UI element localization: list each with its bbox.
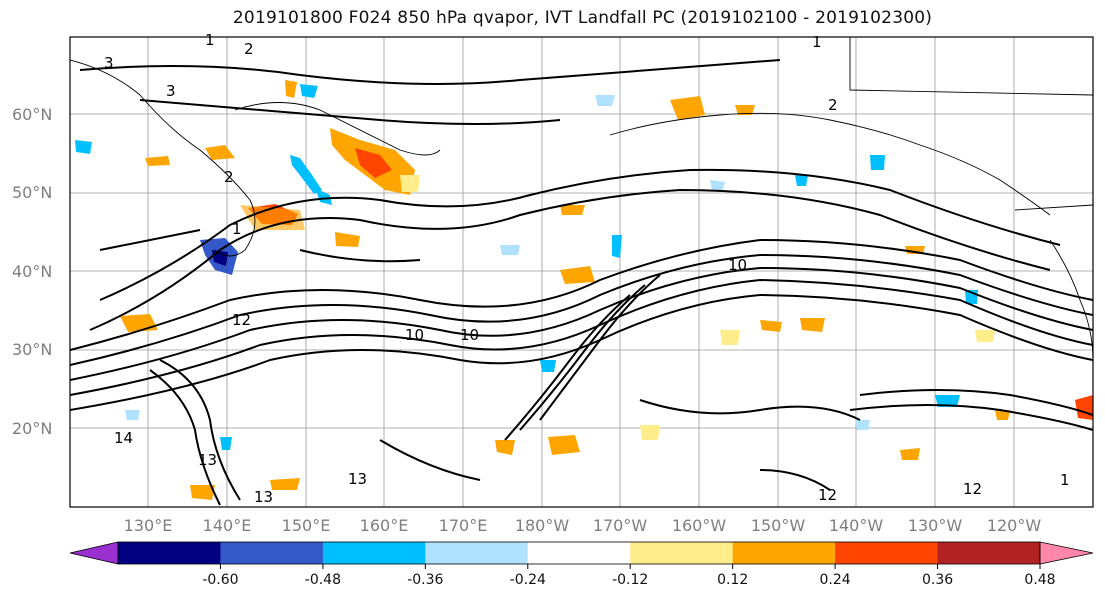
colorbar-extend-max bbox=[1039, 541, 1094, 565]
colorbar-tick-label: -0.60 bbox=[202, 572, 238, 588]
colorbar-segment bbox=[425, 542, 529, 564]
ivt-contours bbox=[70, 59, 1093, 506]
map-title: 2019101800 F024 850 hPa qvapor, IVT Land… bbox=[232, 8, 933, 28]
coastlines bbox=[70, 37, 1093, 361]
contour-label: 3 bbox=[166, 82, 176, 100]
colorbar-tick-label: 0.48 bbox=[1024, 572, 1055, 588]
lat-label: 40°N bbox=[12, 262, 52, 281]
colorbar-segment bbox=[322, 542, 426, 564]
contour-label: 12 bbox=[963, 480, 982, 498]
contour-label: 1 bbox=[205, 31, 215, 49]
lat-label: 60°N bbox=[12, 105, 52, 124]
longitude-labels: 130°E 140°E 150°E 160°E 170°E 180°W 170°W 160°W… bbox=[124, 516, 1042, 535]
lon-label: 140°E bbox=[203, 516, 252, 535]
colorbar-extend-min bbox=[69, 541, 119, 565]
negative-anomalies bbox=[75, 84, 978, 450]
colorbar: -0.60 -0.48 -0.36 -0.24 -0.12 0.12 0.24 0.36 0.4… bbox=[69, 541, 1094, 588]
contour-label: 13 bbox=[348, 470, 367, 488]
contour-label: 2 bbox=[828, 96, 838, 114]
contour-label: 10 bbox=[405, 326, 424, 344]
lat-label: 50°N bbox=[12, 183, 52, 202]
contour-label: 2 bbox=[244, 40, 254, 58]
colorbar-segment bbox=[835, 542, 939, 564]
colorbar-frame bbox=[117, 541, 1041, 565]
latitude-labels: 60°N 50°N 40°N 30°N 20°N bbox=[12, 105, 52, 438]
contour-label: 13 bbox=[254, 488, 273, 506]
lon-label: 130°W bbox=[908, 516, 963, 535]
lat-label: 30°N bbox=[12, 340, 52, 359]
contour-labels: 1 2 3 3 2 1 1 2 10 10 10 12 14 13 13 13 … bbox=[104, 31, 1070, 506]
colorbar-tick-label: 0.12 bbox=[717, 572, 748, 588]
lon-label: 180°W bbox=[515, 516, 570, 535]
lon-label: 120°W bbox=[987, 516, 1042, 535]
lon-label: 150°E bbox=[282, 516, 331, 535]
contour-label: 1 bbox=[1060, 471, 1070, 489]
lon-label: 130°E bbox=[124, 516, 173, 535]
lon-label: 160°E bbox=[360, 516, 409, 535]
colorbar-tick-label: -0.12 bbox=[612, 572, 648, 588]
lon-label: 140°W bbox=[829, 516, 884, 535]
map-content bbox=[70, 37, 1093, 507]
contour-label: 1 bbox=[232, 220, 242, 238]
lat-label: 20°N bbox=[12, 419, 52, 438]
lon-label: 170°E bbox=[439, 516, 488, 535]
map-frame bbox=[69, 36, 1094, 508]
colorbar-tick-label: -0.24 bbox=[510, 572, 546, 588]
colorbar-segment bbox=[118, 542, 221, 564]
contour-label: 10 bbox=[728, 256, 747, 274]
colorbar-tick-label: 0.24 bbox=[820, 572, 851, 588]
contour-label: 3 bbox=[104, 54, 114, 72]
colorbar-segment bbox=[220, 542, 324, 564]
contour-label: 13 bbox=[198, 451, 217, 469]
qvapor-shading bbox=[75, 80, 1093, 500]
lon-label: 160°W bbox=[672, 516, 727, 535]
contour-label: 14 bbox=[114, 429, 133, 447]
colorbar-tick-label: 0.36 bbox=[922, 572, 953, 588]
contour-label: 12 bbox=[818, 486, 837, 504]
contour-label: 10 bbox=[460, 326, 479, 344]
colorbar-segment bbox=[732, 542, 836, 564]
colorbar-segment bbox=[630, 542, 734, 564]
lon-label: 170°W bbox=[593, 516, 648, 535]
contour-label: 2 bbox=[224, 168, 234, 186]
contour-label: 1 bbox=[812, 33, 822, 51]
lon-label: 150°W bbox=[751, 516, 806, 535]
colorbar-tick-label: -0.48 bbox=[305, 572, 341, 588]
contour-label: 12 bbox=[232, 311, 251, 329]
colorbar-tick-label: -0.36 bbox=[407, 572, 443, 588]
colorbar-segment bbox=[527, 542, 631, 564]
colorbar-segment bbox=[937, 542, 1041, 564]
